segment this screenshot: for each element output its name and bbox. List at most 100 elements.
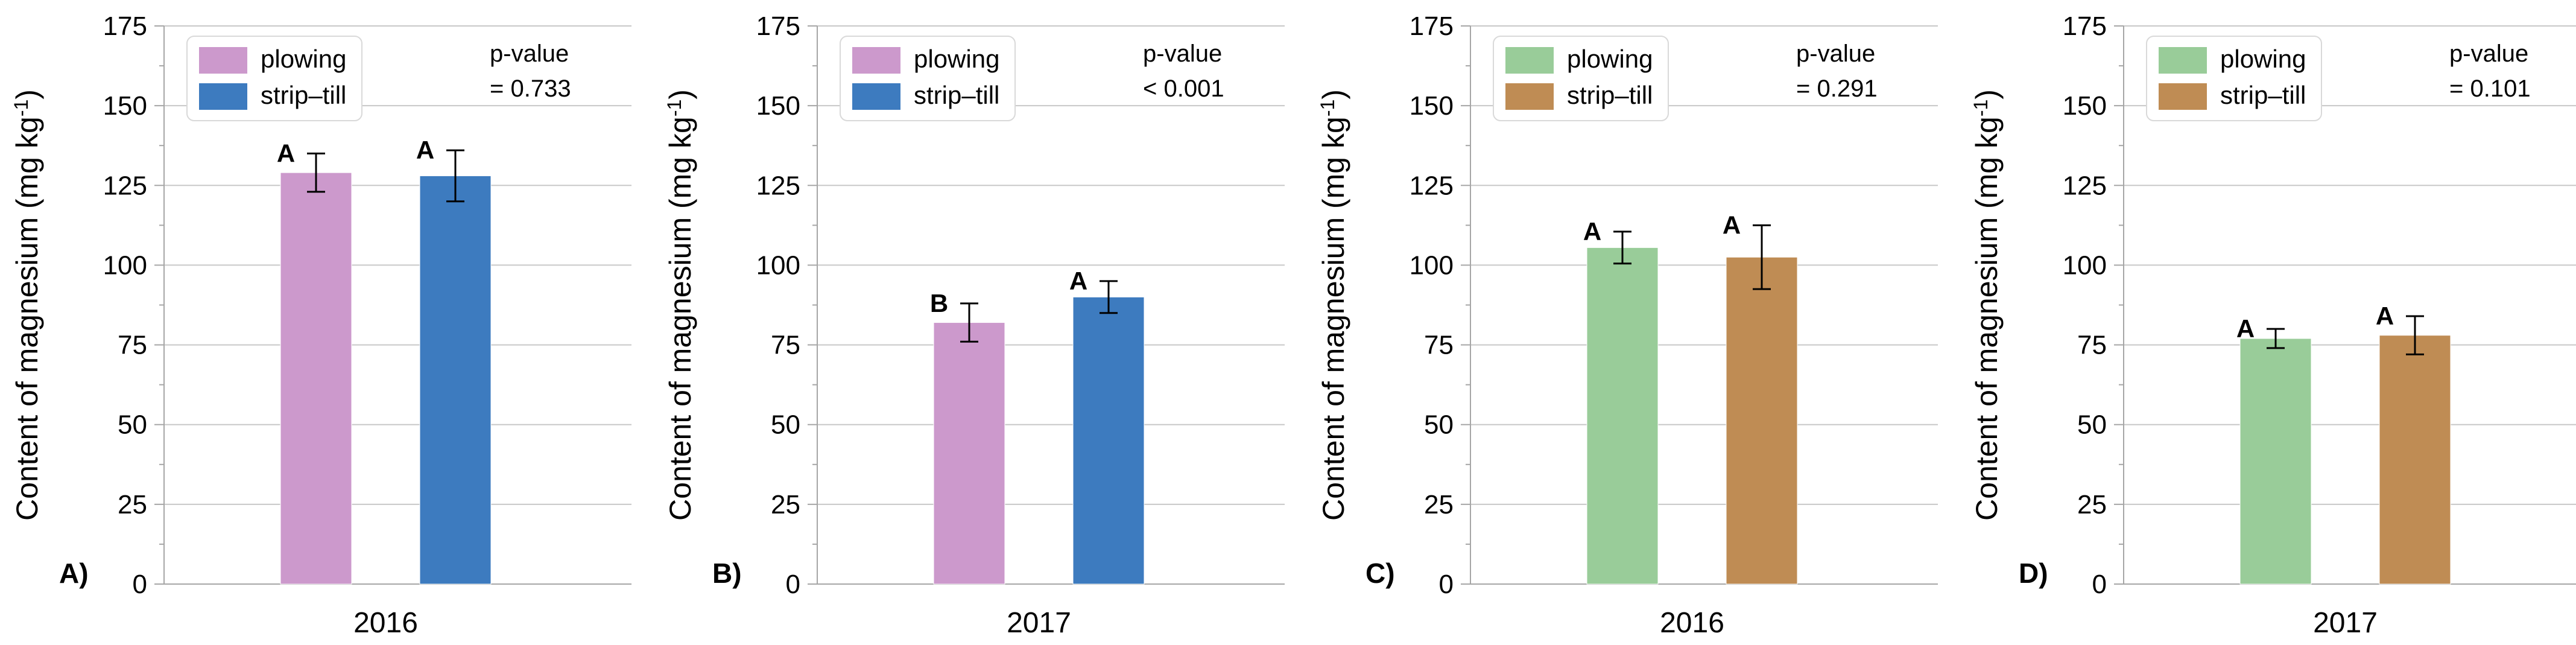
significance-letter: A — [1069, 267, 1087, 295]
y-tick-label: 0 — [786, 570, 800, 599]
y-axis-title: Content of magnesium (mg kg-1) — [10, 89, 44, 521]
legend-label: plowing — [2220, 45, 2306, 73]
significance-letter: A — [2236, 314, 2255, 343]
panel-label: B) — [712, 558, 742, 589]
significance-letter: A — [1723, 211, 1741, 239]
legend-swatch — [199, 83, 247, 110]
y-tick-label: 175 — [2063, 11, 2107, 41]
panel-label: C) — [1366, 558, 1395, 589]
bar-plowing — [280, 172, 352, 585]
x-category-label: 2016 — [1660, 607, 1724, 639]
x-category-label: 2017 — [2313, 607, 2378, 639]
y-tick-label: 100 — [103, 250, 147, 280]
y-tick-label: 0 — [2092, 570, 2107, 599]
bar-plowing — [2239, 338, 2312, 585]
legend-swatch — [2159, 83, 2207, 110]
y-tick-label: 150 — [756, 91, 800, 121]
y-tick-label: 50 — [771, 410, 800, 440]
y-tick-label: 75 — [2077, 331, 2107, 360]
chart-panel-1: 0 25 50 75 100 125 150 175 A A 2016 Content of magn… — [10, 11, 631, 639]
y-tick-label: 175 — [1410, 11, 1454, 41]
significance-letter: B — [930, 289, 948, 317]
bar-strip-till — [419, 175, 492, 585]
legend-label: plowing — [1567, 45, 1653, 73]
legend-label: plowing — [914, 45, 999, 73]
y-tick-label: 100 — [2063, 250, 2107, 280]
y-axis-title-superscript: -1 — [1970, 100, 1992, 116]
p-value: = 0.101 — [2449, 75, 2531, 102]
chart-panel-3: 0 25 50 75 100 125 150 175 A A 2016 Content of magn… — [1317, 11, 1938, 639]
legend-label: strip–till — [1567, 81, 1653, 109]
p-value-label: p-value — [1796, 40, 1875, 67]
chart-panel-4: 0 25 50 75 100 125 150 175 A A 2017 Content of magn… — [1970, 11, 2576, 639]
legend-label: strip–till — [2220, 81, 2306, 109]
legend-label: strip–till — [914, 81, 999, 109]
y-axis-title: Content of magnesium (mg kg-1) — [663, 89, 697, 521]
y-tick-label: 125 — [103, 171, 147, 200]
y-tick-label: 25 — [118, 490, 147, 519]
legend-label: plowing — [261, 45, 346, 73]
y-tick-label: 25 — [2077, 490, 2107, 519]
y-axis-title-superscript: -1 — [1317, 100, 1338, 116]
bar-strip-till — [1726, 256, 1798, 585]
legend-label: strip–till — [261, 81, 346, 109]
significance-letter: A — [277, 139, 295, 167]
legend-swatch — [852, 83, 900, 110]
x-category-label: 2017 — [1007, 607, 1071, 639]
y-tick-label: 0 — [1439, 570, 1454, 599]
panel-label: A) — [59, 558, 89, 589]
significance-letter: A — [1583, 217, 1601, 246]
p-value-label: p-value — [2449, 40, 2528, 67]
bar-plowing — [1586, 247, 1659, 585]
y-axis-title: Content of magnesium (mg kg-1) — [1970, 89, 2004, 521]
y-axis-title-close: ) — [1970, 89, 2004, 100]
y-axis-title-close: ) — [1317, 89, 1350, 100]
y-axis-title-text: Content of magnesium (mg kg — [1317, 116, 1350, 521]
significance-letter: A — [416, 136, 434, 164]
y-tick-label: 25 — [1424, 490, 1454, 519]
y-tick-label: 25 — [771, 490, 800, 519]
legend-swatch — [852, 47, 900, 74]
legend-swatch — [1505, 47, 1554, 74]
y-tick-label: 75 — [118, 331, 147, 360]
p-value-label: p-value — [490, 40, 569, 67]
y-tick-label: 125 — [756, 171, 800, 200]
y-axis-title-text: Content of magnesium (mg kg — [663, 116, 697, 521]
legend-swatch — [199, 47, 247, 74]
p-value: = 0.291 — [1796, 75, 1878, 102]
p-value: < 0.001 — [1143, 75, 1224, 102]
y-tick-label: 0 — [133, 570, 147, 599]
y-axis-title-superscript: -1 — [663, 100, 685, 116]
y-tick-label: 150 — [103, 91, 147, 121]
y-tick-label: 50 — [1424, 410, 1454, 440]
legend-swatch — [1505, 83, 1554, 110]
y-axis-title: Content of magnesium (mg kg-1) — [1317, 89, 1350, 521]
significance-letter: A — [2376, 302, 2394, 330]
bar-plowing — [933, 322, 1005, 585]
y-axis-title-text: Content of magnesium (mg kg — [10, 116, 44, 521]
panel-label: D) — [2019, 558, 2048, 589]
y-tick-label: 100 — [1410, 250, 1454, 280]
y-tick-label: 125 — [1410, 171, 1454, 200]
y-axis-title-close: ) — [10, 89, 44, 100]
legend-swatch — [2159, 47, 2207, 74]
y-axis-title-text: Content of magnesium (mg kg — [1970, 116, 2004, 521]
y-tick-label: 175 — [103, 11, 147, 41]
y-tick-label: 50 — [2077, 410, 2107, 440]
x-category-label: 2016 — [353, 607, 418, 639]
y-axis-title-close: ) — [663, 89, 697, 100]
bar-strip-till — [2379, 335, 2451, 585]
y-tick-label: 150 — [2063, 91, 2107, 121]
y-tick-label: 100 — [756, 250, 800, 280]
y-tick-label: 175 — [756, 11, 800, 41]
bar-strip-till — [1072, 296, 1145, 585]
y-tick-label: 75 — [771, 331, 800, 360]
chart-panel-2: 0 25 50 75 100 125 150 175 B A 2017 Content of magn… — [663, 11, 1285, 639]
y-tick-label: 125 — [2063, 171, 2107, 200]
y-tick-label: 50 — [118, 410, 147, 440]
p-value: = 0.733 — [490, 75, 571, 102]
p-value-label: p-value — [1143, 40, 1222, 67]
y-axis-title-superscript: -1 — [10, 100, 32, 116]
y-tick-label: 75 — [1424, 331, 1454, 360]
